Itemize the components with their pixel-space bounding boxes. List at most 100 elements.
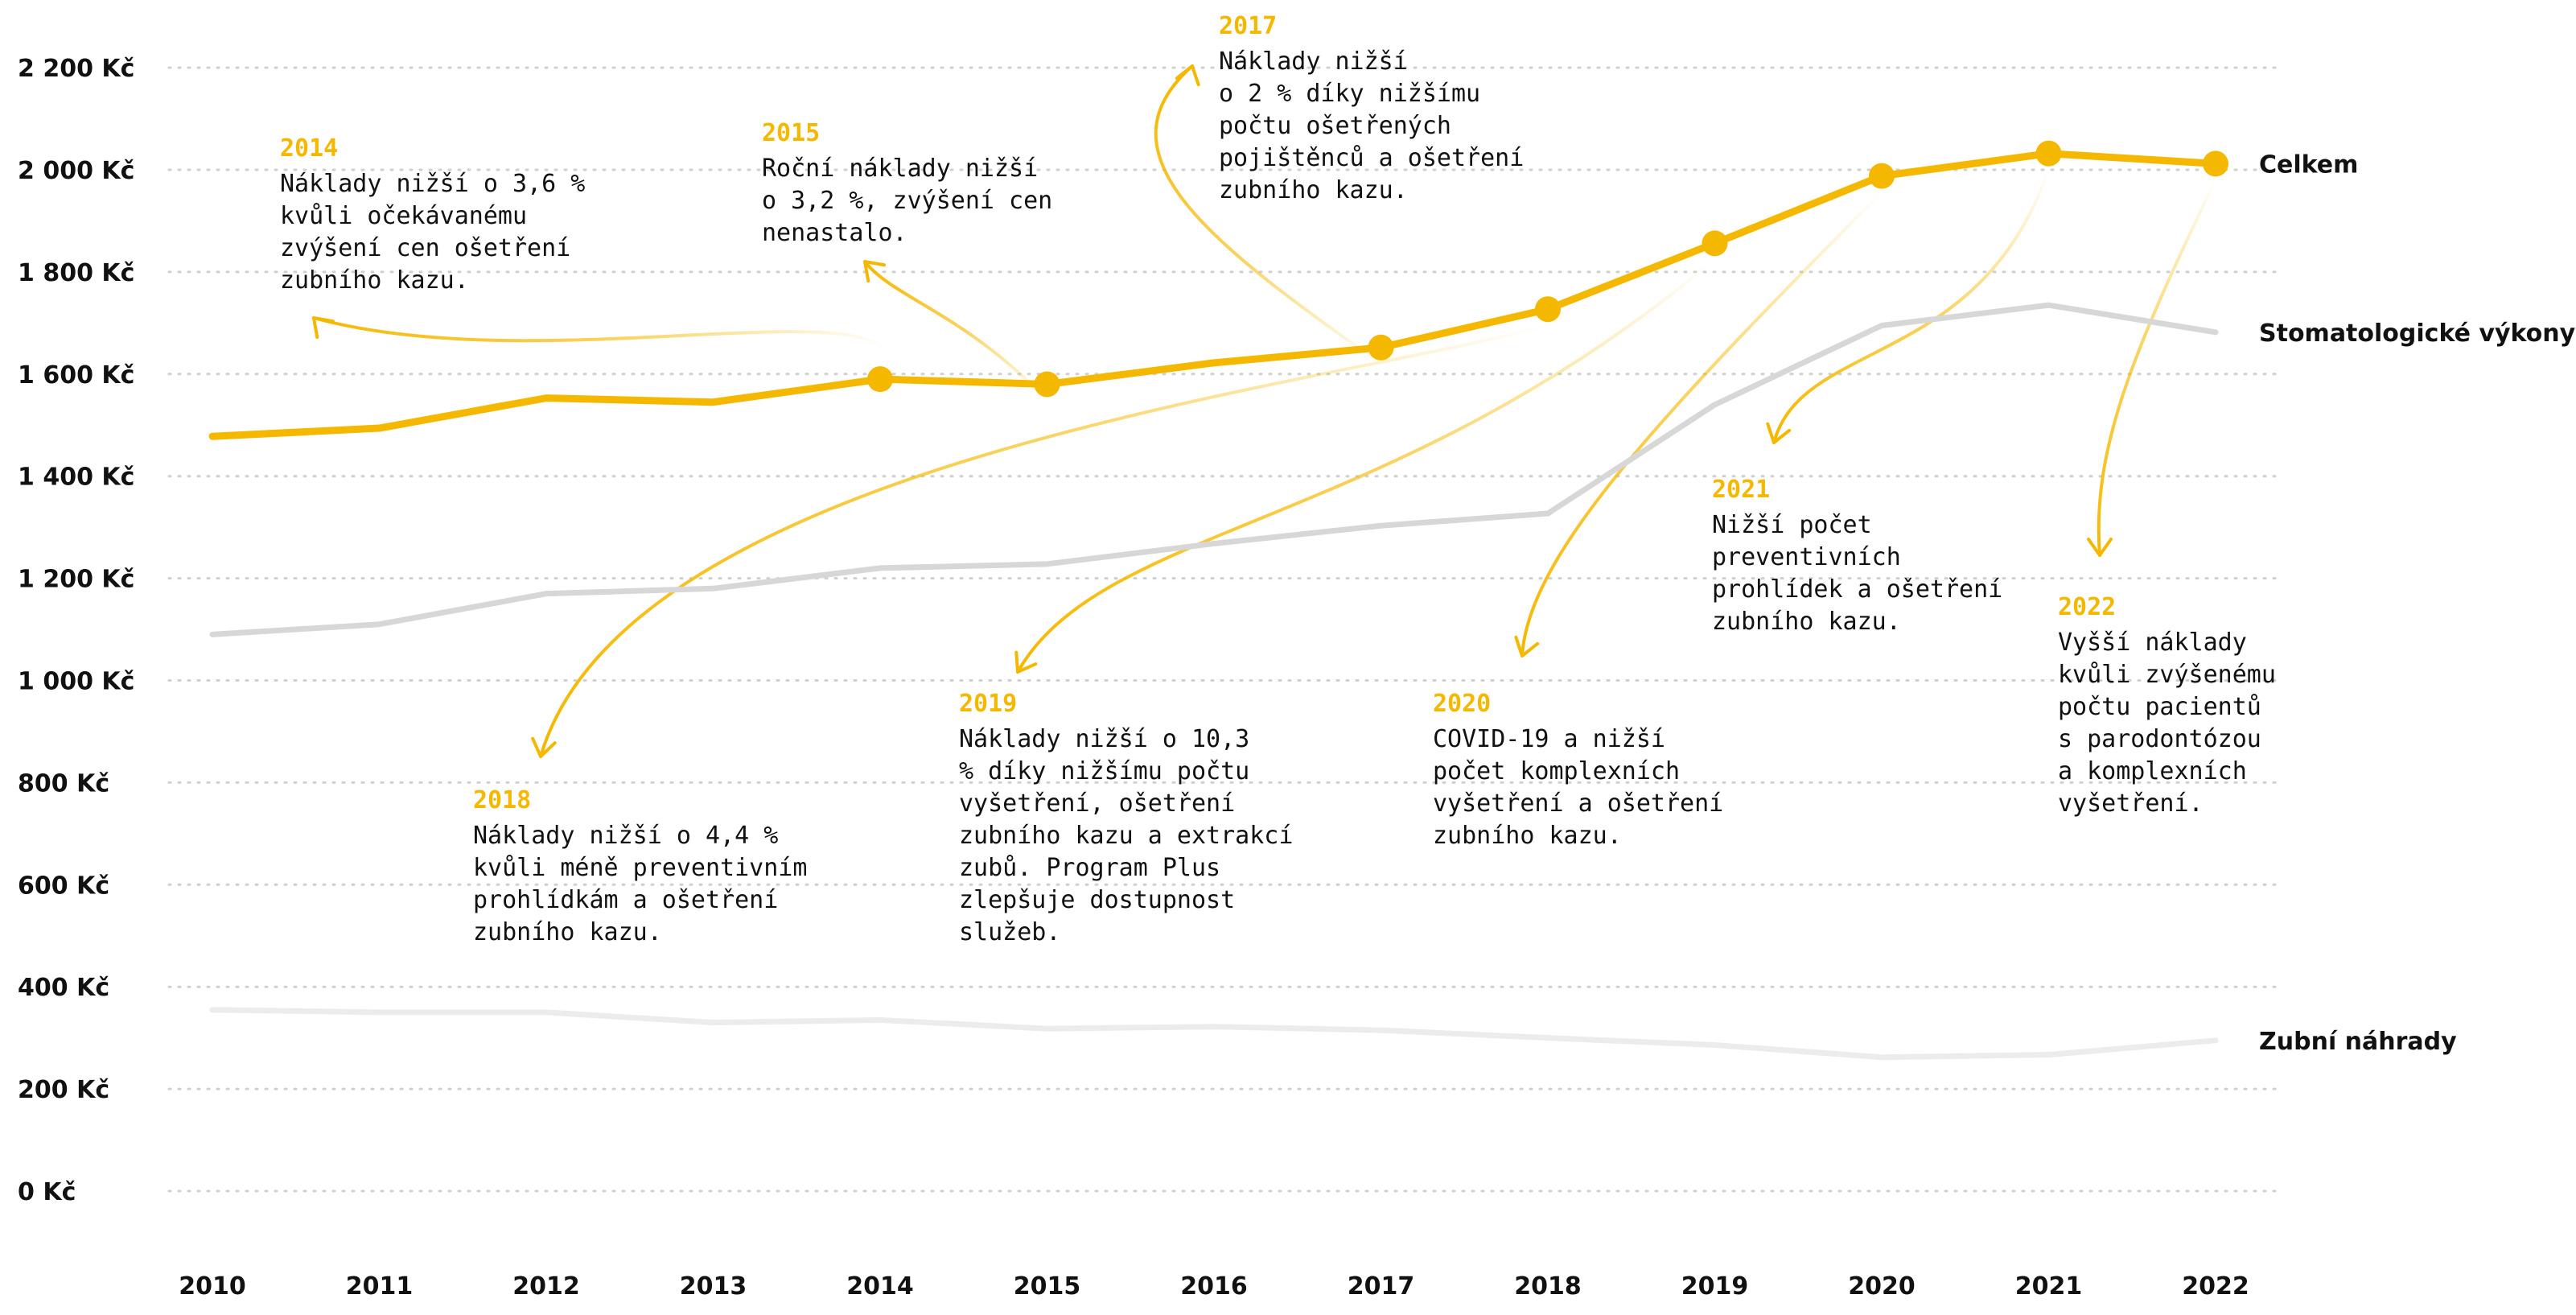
- arrowhead-icon: [1014, 650, 1038, 674]
- annotation-line: Náklady nižší o 4,4 %: [473, 822, 778, 850]
- annotation-2017: 2017 Náklady nižší o 2 % díky nižšímu počtu…: [1219, 12, 1524, 204]
- annotation-line: zubního kazu.: [1219, 176, 1408, 204]
- data-point-marker: [1034, 371, 1060, 398]
- y-tick-label: 0 Kč: [18, 1178, 76, 1206]
- data-point-marker: [1869, 163, 1895, 189]
- annotation-line: vyšetření, ošetření: [959, 789, 1235, 818]
- annotation-2022: 2022 Vyšší náklady kvůli zvýšenému počtu pa…: [2058, 593, 2276, 818]
- series-label: Zubní náhrady: [2259, 1028, 2457, 1056]
- annotation-line: služeb.: [959, 918, 1060, 946]
- data-point-marker: [2203, 150, 2228, 177]
- x-tick-label: 2020: [1848, 1272, 1916, 1301]
- annotation-year: 2022: [2058, 593, 2116, 621]
- annotation-line: zubního kazu.: [280, 266, 469, 295]
- annotation-arrow: [1520, 190, 1883, 658]
- annotation-line: zubního kazu.: [473, 918, 662, 946]
- x-tick-label: 2021: [2015, 1272, 2083, 1301]
- annotation-line: zubního kazu.: [1712, 608, 1901, 636]
- y-tick-label: 1 200 Kč: [18, 566, 134, 594]
- annotation-arrow: [863, 260, 1049, 402]
- annotation-line: o 3,2 %, zvýšení cen: [762, 187, 1052, 215]
- series-label: Celkem: [2259, 150, 2358, 179]
- annotation-line: a komplexních: [2058, 757, 2247, 785]
- x-axis-ticks: 2010 2011 2012 2013 2014 2015 2016 2017 2018 2019…: [179, 1272, 2249, 1301]
- annotation-line: počtu ošetřených: [1219, 112, 1451, 140]
- annotation-arrows: [312, 64, 2217, 758]
- y-axis-ticks: 0 Kč 200 Kč 400 Kč 600 Kč 800 Kč 1 000 Kč 1 20…: [18, 55, 134, 1206]
- annotation-year: 2019: [959, 690, 1017, 718]
- series-line-stomatologické-výkony: [209, 302, 2219, 637]
- y-tick-label: 2 200 Kč: [18, 55, 134, 83]
- data-point-marker: [2035, 140, 2062, 167]
- annotation-line: % díky nižšímu počtu: [959, 757, 1249, 785]
- y-tick-label: 1 000 Kč: [18, 668, 134, 696]
- annotation-line: Náklady nižší: [1219, 47, 1408, 76]
- series-label: Stomatologické výkony: [2259, 319, 2576, 348]
- series-labels: Celkem Stomatologické výkony Zubní náhrady: [2259, 150, 2576, 1055]
- arrowhead-icon: [1514, 635, 1540, 658]
- annotation-2015: 2015 Roční náklady nižší o 3,2 %, zvýšení …: [762, 119, 1052, 247]
- annotation-line: vyšetření a ošetření: [1433, 789, 1723, 818]
- x-tick-label: 2016: [1180, 1272, 1248, 1301]
- y-tick-label: 1 800 Kč: [18, 259, 134, 287]
- annotation-year: 2020: [1433, 690, 1491, 718]
- annotation-line: kvůli zvýšenému: [2058, 661, 2276, 689]
- y-tick-label: 2 000 Kč: [18, 157, 134, 185]
- y-tick-label: 800 Kč: [18, 769, 109, 798]
- annotation-arrow: [539, 324, 1549, 758]
- annotation-line: pojištěnců a ošetření: [1219, 144, 1524, 172]
- annotation-year: 2014: [280, 134, 338, 163]
- series-line-zubní-náhrady: [209, 1007, 2219, 1061]
- annotation-line: Náklady nižší o 3,6 %: [280, 170, 585, 198]
- annotation-year: 2015: [762, 119, 820, 147]
- data-point-marker: [1368, 334, 1394, 361]
- x-tick-label: 2015: [1014, 1272, 1081, 1301]
- y-tick-label: 400 Kč: [18, 974, 109, 1002]
- x-tick-label: 2017: [1348, 1272, 1415, 1301]
- x-tick-label: 2019: [1681, 1272, 1749, 1301]
- annotation-2014: 2014 Náklady nižší o 3,6 % kvůli očekávané…: [280, 134, 585, 295]
- y-tick-label: 1 400 Kč: [18, 464, 134, 492]
- annotation-line: kvůli méně preventivním: [473, 854, 807, 882]
- arrowhead-icon: [1175, 64, 1200, 87]
- annotation-2019: 2019 Náklady nižší o 10,3 % díky nižšímu p…: [959, 690, 1293, 946]
- annotation-year: 2018: [473, 786, 531, 814]
- annotation-arrow: [1772, 167, 2051, 444]
- annotation-line: Vyšší náklady: [2058, 629, 2247, 657]
- data-point-marker: [1535, 296, 1561, 323]
- arrowhead-icon: [1766, 422, 1792, 444]
- annotation-line: Roční náklady nižší: [762, 155, 1038, 183]
- annotation-line: počet komplexních: [1433, 757, 1680, 785]
- annotation-line: o 2 % díky nižšímu: [1219, 80, 1480, 108]
- x-tick-label: 2012: [512, 1272, 580, 1301]
- annotation-2018: 2018 Náklady nižší o 4,4 % kvůli méně prev…: [473, 786, 807, 946]
- data-point-marker: [1702, 230, 1728, 257]
- annotation-line: počtu pacientů: [2058, 693, 2261, 721]
- arrowhead-icon: [531, 736, 557, 758]
- x-tick-label: 2011: [346, 1272, 414, 1301]
- annotations: 2014 Náklady nižší o 3,6 % kvůli očekávané…: [280, 12, 2276, 946]
- annotation-year: 2017: [1219, 12, 1277, 40]
- annotation-line: s parodontózou: [2058, 725, 2261, 753]
- series-markers: [867, 140, 2228, 398]
- x-tick-label: 2013: [680, 1272, 747, 1301]
- annotation-line: Nižší počet: [1712, 511, 1872, 539]
- annotation-2020: 2020 COVID-19 a nižší počet komplexních vyš…: [1433, 690, 1723, 850]
- annotation-line: nenastalo.: [762, 219, 907, 247]
- arrowhead-icon: [2087, 538, 2113, 557]
- annotation-arrow: [2097, 178, 2217, 557]
- annotation-line: Náklady nižší o 10,3: [959, 725, 1249, 753]
- x-tick-label: 2018: [1514, 1272, 1582, 1301]
- annotation-line: zlepšuje dostupnost: [959, 886, 1235, 914]
- x-tick-label: 2022: [2182, 1272, 2249, 1301]
- annotation-line: vyšetření.: [2058, 789, 2204, 818]
- x-tick-label: 2014: [846, 1272, 914, 1301]
- annotation-arrow: [312, 316, 894, 398]
- x-tick-label: 2010: [179, 1272, 246, 1301]
- annotation-line: kvůli očekávanému: [280, 202, 527, 230]
- data-point-marker: [867, 366, 893, 393]
- annotation-line: prohlídkám a ošetření: [473, 886, 778, 914]
- annotation-line: preventivních: [1712, 543, 1901, 571]
- annotation-line: zvýšení cen ošetření: [280, 234, 570, 262]
